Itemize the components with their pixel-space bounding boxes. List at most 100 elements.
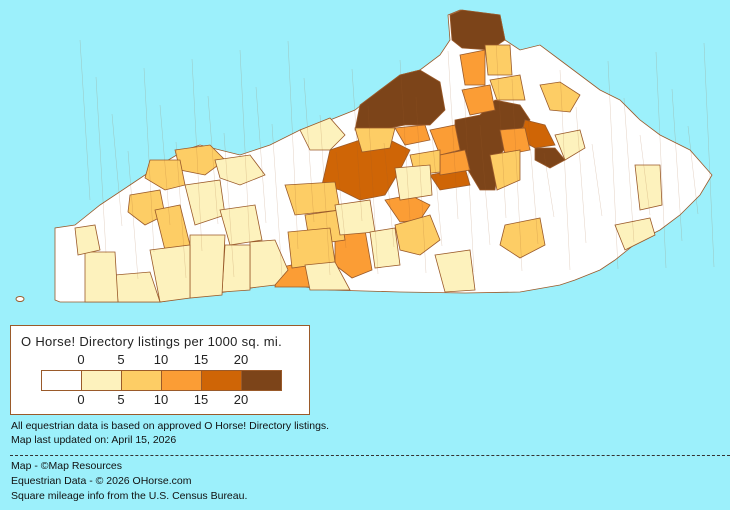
county-border — [95, 76, 107, 254]
legend-tick: 15 — [193, 352, 209, 367]
county-border — [271, 123, 283, 277]
county-bin-20+ — [354, 69, 446, 131]
county-border — [447, 50, 459, 220]
county-border — [479, 124, 491, 246]
county-bin-5-10 — [144, 159, 186, 191]
county-border — [543, 152, 555, 218]
county-bin-5-10 — [394, 214, 441, 256]
county-border — [431, 133, 443, 247]
county-border — [79, 39, 91, 201]
county-bin-5-10 — [287, 227, 336, 269]
legend-tick: 10 — [153, 392, 169, 407]
county-border — [239, 49, 251, 251]
legend-tick: 20 — [233, 352, 249, 367]
county-border — [351, 68, 363, 222]
county-bin-5-10 — [127, 189, 166, 226]
county-border — [335, 151, 347, 249]
county-bin-0-5 — [221, 244, 251, 293]
county-border — [495, 41, 507, 219]
county-border — [175, 141, 187, 279]
county-bin-0-5 — [299, 117, 346, 151]
county-bin-0-5 — [334, 199, 376, 236]
county-bin-0-5 — [554, 129, 586, 161]
county-border — [159, 104, 171, 226]
county-bin-0-5 — [434, 249, 476, 293]
county-bin-0-5 — [84, 251, 119, 303]
county-border — [639, 134, 651, 216]
county-bin-0-5 — [614, 217, 656, 251]
county-bin-0-5 — [149, 244, 191, 303]
county-border — [559, 69, 571, 271]
county-border — [511, 78, 523, 272]
legend: O Horse! Directory listings per 1000 sq.… — [10, 325, 310, 415]
county-bin-10-15 — [461, 84, 496, 116]
county-border — [207, 95, 219, 225]
county-border — [399, 59, 411, 221]
county-border — [367, 105, 379, 275]
county-border — [527, 115, 539, 245]
county-bin-10-15 — [394, 124, 431, 146]
county-bin-10-15 — [499, 127, 531, 156]
county-border — [463, 87, 475, 273]
legend-swatch — [122, 371, 162, 390]
data-basis-note: All equestrian data is based on approved… — [11, 420, 330, 432]
county-bin-5-10 — [354, 127, 396, 153]
map-credit: Map - ©Map Resources — [11, 460, 123, 472]
county-bin-0-5 — [634, 164, 663, 211]
county-bin-0-5 — [369, 227, 401, 269]
legend-swatch — [82, 371, 122, 390]
county-bin-20+ — [449, 9, 506, 51]
legend-color-bar — [41, 370, 282, 391]
legend-tick: 0 — [77, 392, 85, 407]
legend-swatch — [162, 371, 202, 390]
county-border — [319, 114, 331, 276]
legend-tick: 5 — [117, 392, 125, 407]
county-border — [191, 58, 203, 252]
county-border — [623, 97, 635, 243]
legend-swatch — [202, 371, 242, 390]
county-border — [127, 150, 139, 280]
legend-tick: 10 — [153, 352, 169, 367]
county-border — [607, 60, 619, 270]
county-border — [287, 40, 299, 250]
county-border — [223, 132, 235, 278]
census-credit: Square mileage info from the U.S. Census… — [11, 490, 248, 502]
legend-swatch — [242, 371, 281, 390]
county-border — [575, 106, 587, 244]
county-bin-0-5 — [74, 224, 101, 256]
updated-note: Map last updated on: April 15, 2026 — [11, 434, 177, 446]
legend-title: O Horse! Directory listings per 1000 sq.… — [21, 334, 283, 349]
county-border — [671, 88, 683, 242]
county-border — [591, 143, 603, 217]
county-bin-10-15 — [459, 49, 486, 86]
legend-tick: 15 — [193, 392, 209, 407]
county-bin-0-5 — [214, 154, 266, 186]
legend-swatch — [42, 371, 82, 390]
legend-tick: 5 — [117, 352, 125, 367]
county-bin-20+ — [534, 147, 566, 169]
equestrian-credit: Equestrian Data - © 2026 OHorse.com — [11, 475, 192, 487]
county-border — [303, 77, 315, 223]
county-bin-0-5 — [304, 261, 351, 291]
county-border — [687, 125, 699, 215]
county-bin-0-5 — [394, 164, 433, 201]
county-bin-5-10 — [539, 81, 581, 113]
county-bin-5-10 — [489, 74, 526, 101]
county-border — [655, 51, 667, 269]
kentucky-county-map — [15, 9, 715, 303]
county-bin-0-5 — [219, 204, 263, 246]
county-bin-5-10 — [499, 217, 546, 259]
divider — [10, 455, 730, 456]
county-border — [111, 113, 123, 227]
legend-tick: 20 — [233, 392, 249, 407]
county-border — [415, 96, 427, 274]
county-bin-0-5 — [189, 234, 226, 299]
county-border — [143, 67, 155, 253]
county-border — [383, 142, 395, 248]
county-border — [255, 86, 267, 224]
legend-tick: 0 — [77, 352, 85, 367]
county-bin-5-10 — [484, 44, 513, 76]
kentucky-bend — [15, 296, 25, 302]
county-bin-10-15 — [429, 124, 461, 156]
